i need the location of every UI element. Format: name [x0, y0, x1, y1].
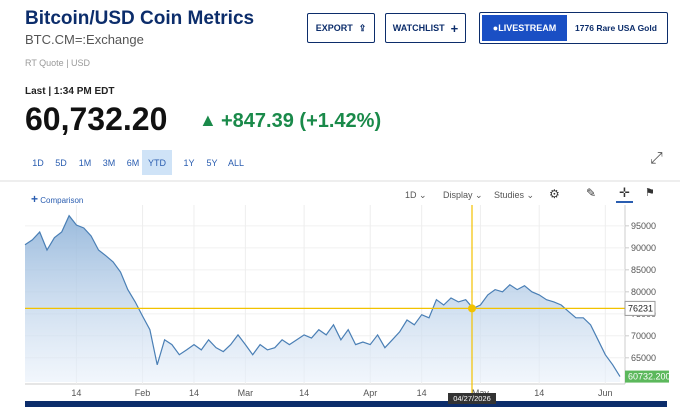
x-tick-label: Feb: [135, 388, 151, 398]
area: [25, 215, 620, 382]
range-button[interactable]: 1M: [78, 157, 92, 168]
range-button[interactable]: 1D: [32, 157, 44, 168]
comparison-label: Comparison: [40, 196, 84, 205]
footer-bar: [25, 401, 667, 407]
range-button[interactable]: YTD: [142, 150, 172, 175]
crosshair-date-box: [448, 393, 496, 404]
display-button[interactable]: Display ⌄: [443, 190, 483, 200]
icon: ⇪: [358, 22, 367, 33]
range-button[interactable]: 1Y: [183, 157, 195, 168]
crosshair-value: 76231: [628, 303, 653, 313]
comparison-button[interactable]: + Comparison: [31, 192, 84, 206]
y-tick-label: 65000: [631, 353, 656, 363]
line: [24, 214, 621, 377]
display-label: Display: [443, 190, 473, 200]
x-tick-label: Jun: [598, 388, 613, 398]
expand-icon[interactable]: ⤢: [650, 150, 663, 167]
crosshair-icon[interactable]: ✛: [616, 185, 633, 203]
events-icon[interactable]: ⚑: [645, 187, 655, 199]
export-button[interactable]: EXPORT ⇪: [307, 13, 375, 43]
interval-button[interactable]: 1D ⌄: [405, 190, 427, 200]
title: Bitcoin/USD Coin Metrics: [25, 8, 255, 29]
price: 60,732.20: [25, 101, 168, 137]
draw-icon[interactable]: ✎: [586, 186, 597, 200]
y-tick-label: 90000: [631, 243, 656, 253]
y-tick-label: 95000: [631, 221, 656, 231]
livestream-label: LIVESTREAM: [498, 23, 557, 33]
range-button[interactable]: 3M: [102, 157, 116, 168]
watchlist-label: WATCHLIST: [392, 23, 445, 33]
range-button[interactable]: ALL: [227, 157, 244, 168]
x-tick-label: 14: [299, 388, 309, 398]
x-tick-label: 14: [189, 388, 199, 398]
crosshair-date: 04/27/2026: [453, 394, 491, 403]
studies-label: Studies: [494, 190, 525, 200]
x-tick-label: 14: [534, 388, 544, 398]
settings-icon[interactable]: ⚙: [549, 187, 560, 201]
x-tick-label: 14: [417, 388, 427, 398]
last-time: Last | 1:34 PM EDT: [25, 86, 115, 97]
y-tick-label: 70000: [631, 331, 656, 341]
icon: +: [450, 20, 459, 36]
interval-label: 1D: [405, 190, 417, 200]
crosshair-value-box: [624, 300, 656, 316]
x-tick-label: 14: [71, 388, 81, 398]
y-tick-label: 80000: [631, 287, 656, 297]
quote-type: RT Quote | USD: [25, 58, 91, 68]
y-tick-label: 85000: [631, 265, 656, 275]
range-button[interactable]: 5Y: [206, 157, 218, 168]
promo-label: 1776 Rare USA Gold: [575, 23, 657, 33]
livestream-tag: ● LIVESTREAM: [482, 15, 567, 41]
range-button[interactable]: 5D: [55, 157, 67, 168]
x-tick-label: Mar: [238, 388, 254, 398]
last-value-label: 60732.200: [628, 372, 671, 382]
change: +847.39 (+1.42%): [221, 110, 382, 132]
range-button[interactable]: 6M: [126, 157, 140, 168]
up-arrow: ▲: [199, 110, 217, 130]
studies-button[interactable]: Studies ⌄: [494, 190, 535, 200]
livestream-button[interactable]: ● LIVESTREAM 1776 Rare USA Gold: [479, 12, 668, 44]
crosshair-point: [468, 304, 476, 313]
export-label: EXPORT: [315, 23, 353, 33]
symbol: BTC.CM=:Exchange: [25, 32, 144, 47]
watchlist-button[interactable]: WATCHLIST +: [385, 13, 466, 43]
last-value-box: [625, 370, 669, 383]
x-tick-label: Apr: [363, 388, 377, 398]
